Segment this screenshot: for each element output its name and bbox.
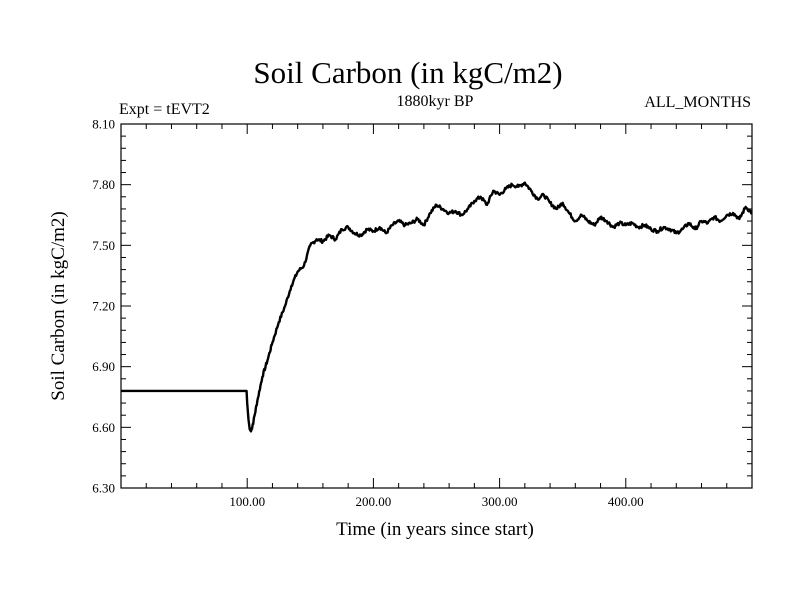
soil-carbon-series-line bbox=[121, 181, 753, 433]
x-tick-label: 200.00 bbox=[356, 494, 392, 509]
x-axis-label: Time (in years since start) bbox=[336, 519, 534, 540]
chart-subtitle: 1880kyr BP bbox=[397, 93, 474, 110]
y-tick-label: 7.80 bbox=[92, 177, 115, 192]
plot-frame bbox=[120, 123, 753, 489]
y-tick-label: 6.90 bbox=[92, 359, 115, 374]
y-tick-label: 6.60 bbox=[92, 420, 115, 435]
x-tick-label: 300.00 bbox=[482, 494, 518, 509]
y-tick-label: 6.30 bbox=[92, 481, 115, 496]
y-tick-label: 8.10 bbox=[92, 117, 115, 132]
x-tick-label: 100.00 bbox=[229, 494, 265, 509]
y-axis-label: Soil Carbon (in kgC/m2) bbox=[48, 211, 69, 400]
axis-ticks bbox=[121, 124, 752, 488]
experiment-label: Expt = tEVT2 bbox=[119, 101, 210, 118]
x-tick-label: 400.00 bbox=[608, 494, 644, 509]
chart-title: Soil Carbon (in kgC/m2) bbox=[253, 55, 562, 90]
axis-tick-labels: 100.00 200.00 300.00 400.00 6.30 6.60 6.90 7.20… bbox=[92, 117, 643, 510]
months-label: ALL_MONTHS bbox=[644, 94, 751, 111]
y-tick-label: 7.50 bbox=[92, 238, 115, 253]
y-tick-label: 7.20 bbox=[92, 299, 115, 314]
